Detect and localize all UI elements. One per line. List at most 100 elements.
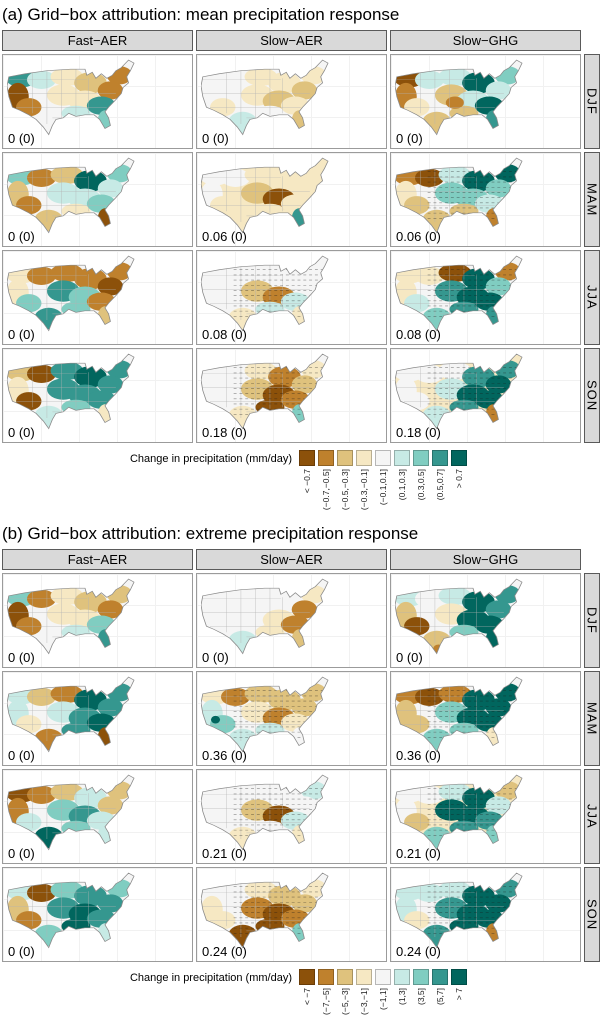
map-b-djf-col3: 0 (0) [390, 573, 581, 668]
map-annotation: 0.21 (0) [396, 846, 441, 861]
map-svg [394, 353, 523, 430]
row-strip-djf: DJF [584, 573, 600, 668]
corner-spacer [584, 30, 600, 51]
map-svg [6, 774, 135, 851]
row-strip-mam: MAM [584, 671, 600, 766]
map-svg [394, 59, 523, 136]
map-annotation: 0.06 (0) [202, 229, 247, 244]
row-strip-jja: JJA [584, 250, 600, 345]
legend-swatch [451, 450, 468, 466]
map-annotation: 0 (0) [8, 131, 35, 146]
legend-swatch [413, 969, 430, 985]
map-annotation: 0.24 (0) [202, 944, 247, 959]
legend-swatch [337, 969, 354, 985]
map-b-son-col1: 0 (0) [2, 867, 193, 962]
map-annotation: 0.21 (0) [202, 846, 247, 861]
legend-swatch [337, 450, 354, 466]
map-a-jja-col1: 0 (0) [2, 250, 193, 345]
row-strip-label: MAM [584, 182, 600, 217]
legend-key: (0.1,0.3] [394, 450, 411, 513]
legend-key: < −7 [299, 969, 316, 1020]
map-annotation: 0.08 (0) [396, 327, 441, 342]
legend-swatch [394, 450, 411, 466]
map-svg [6, 578, 135, 655]
legend-key: (0.5,0.7] [432, 450, 449, 513]
map-annotation: 0 (0) [8, 944, 35, 959]
map-annotation: 0 (0) [202, 650, 229, 665]
legend-key: (−1,1] [375, 969, 392, 1020]
column-header-slow-ghg: Slow−GHG [390, 549, 581, 570]
row-strip-jja: JJA [584, 769, 600, 864]
legend-key: > 7 [451, 969, 468, 1020]
map-a-son-col2: 0.18 (0) [196, 348, 387, 443]
legend-title: Change in precipitation (mm/day) [129, 972, 293, 984]
legend-key: (−5,−3] [337, 969, 354, 1020]
map-a-jja-col3: 0.08 (0) [390, 250, 581, 345]
map-annotation: 0.24 (0) [396, 944, 441, 959]
legend-keys: < −7 (−7,−5] (−5,−3] (−3,−1] (−1,1] (1,3] (3,5… [299, 969, 470, 1020]
map-svg [394, 872, 523, 949]
map-svg [200, 255, 329, 332]
map-a-mam-col1: 0 (0) [2, 152, 193, 247]
row-strip-label: MAM [584, 701, 600, 736]
map-a-son-col1: 0 (0) [2, 348, 193, 443]
column-header-fast-aer: Fast−AER [2, 30, 193, 51]
legend-bin-label: (5,7] [435, 988, 446, 1006]
legend-bin-label: > 0.7 [454, 469, 465, 489]
legend-key: (5,7] [432, 969, 449, 1020]
map-svg [394, 157, 523, 234]
map-b-son-col3: 0.24 (0) [390, 867, 581, 962]
row-strip-label: DJF [584, 607, 600, 634]
legend-bin-label: (−5,−3] [340, 988, 351, 1015]
map-annotation: 0 (0) [8, 425, 35, 440]
legend-bin-label: (−0.7,−0.5] [321, 469, 332, 511]
map-a-djf-col2: 0 (0) [196, 54, 387, 149]
legend-key: (−7,−5] [318, 969, 335, 1020]
legend-bin-label: (−0.5,−0.3] [340, 469, 351, 511]
row-strip-son: SON [584, 348, 600, 443]
corner-spacer [584, 549, 600, 570]
legend-bin-label: (−0.3,−0.1] [359, 469, 370, 511]
row-strip-djf: DJF [584, 54, 600, 149]
legend-bin-label: (1,3] [397, 988, 408, 1006]
map-annotation: 0.06 (0) [396, 229, 441, 244]
map-annotation: 0 (0) [8, 846, 35, 861]
legend-bin-label: (−0.1,0.1] [378, 469, 389, 506]
map-annotation: 0.36 (0) [202, 748, 247, 763]
panel-b-grid: Fast−AER Slow−AER Slow−GHG 0 (0) 0 (0) 0 (0) D… [2, 549, 600, 962]
legend-swatch [299, 969, 316, 985]
column-header-slow-aer: Slow−AER [196, 30, 387, 51]
map-annotation: 0 (0) [8, 327, 35, 342]
panel-b-legend: Change in precipitation (mm/day) < −7 (−7… [0, 969, 600, 1020]
map-svg [200, 676, 329, 753]
row-strip-son: SON [584, 867, 600, 962]
map-svg [200, 774, 329, 851]
legend-bin-label: (0.1,0.3] [397, 469, 408, 501]
legend-title: Change in precipitation (mm/day) [129, 453, 293, 465]
legend-bin-label: (−1,1] [378, 988, 389, 1010]
legend-key: (0.3,0.5] [413, 450, 430, 513]
legend-bin-label: < −0.7 [302, 469, 313, 494]
map-svg [200, 157, 329, 234]
legend-bin-label: > 7 [454, 988, 465, 1001]
legend-key: < −0.7 [299, 450, 316, 513]
map-b-djf-col2: 0 (0) [196, 573, 387, 668]
map-annotation: 0 (0) [8, 748, 35, 763]
map-b-son-col2: 0.24 (0) [196, 867, 387, 962]
map-b-jja-col1: 0 (0) [2, 769, 193, 864]
map-a-djf-col1: 0 (0) [2, 54, 193, 149]
legend-swatch [432, 450, 449, 466]
map-svg [6, 353, 135, 430]
map-b-djf-col1: 0 (0) [2, 573, 193, 668]
legend-key: > 0.7 [451, 450, 468, 513]
legend-swatch [299, 450, 316, 466]
map-annotation: 0 (0) [396, 650, 423, 665]
map-svg [394, 578, 523, 655]
map-svg [394, 676, 523, 753]
legend-key: (−0.3,−0.1] [356, 450, 373, 513]
map-svg [6, 255, 135, 332]
legend-key: (−0.1,0.1] [375, 450, 392, 513]
legend-swatch [375, 450, 392, 466]
legend-key: (−0.5,−0.3] [337, 450, 354, 513]
map-svg [394, 774, 523, 851]
